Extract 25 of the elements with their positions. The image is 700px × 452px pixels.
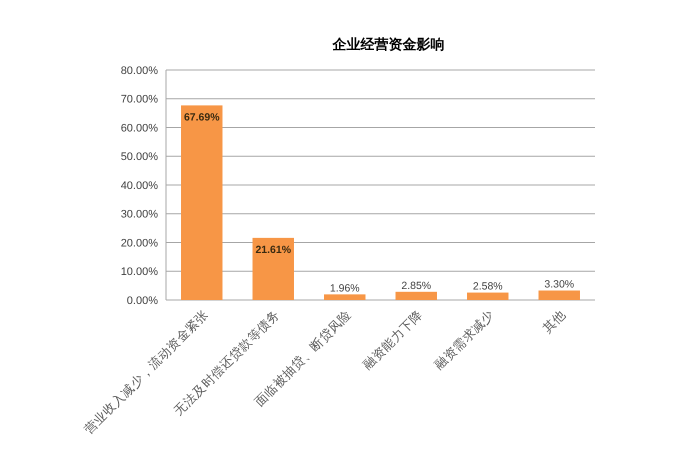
y-tick-label: 40.00%	[120, 180, 158, 192]
y-tick-label: 70.00%	[120, 94, 158, 106]
y-tick-label: 30.00%	[120, 208, 158, 221]
y-tick-label: 60.00%	[120, 122, 158, 134]
y-tick-label: 80.00%	[120, 64, 158, 77]
data-label: 2.85%	[401, 280, 432, 292]
y-tick-label: 0.00%	[126, 294, 158, 307]
bar	[181, 105, 222, 300]
x-tick-label: 融资需求减少	[431, 306, 497, 372]
bar	[324, 294, 366, 300]
data-label: 1.96%	[330, 282, 360, 294]
data-label: 3.30%	[544, 278, 574, 291]
bar	[538, 290, 580, 300]
chart-title: 企业经营资金影响	[332, 37, 444, 53]
bar	[396, 292, 437, 300]
y-tick-label: 10.00%	[120, 266, 158, 278]
y-tick-label: 20.00%	[120, 237, 158, 250]
x-tick-label: 其他	[539, 306, 568, 336]
x-tick-label: 融资能力下降	[360, 306, 426, 372]
bar	[252, 238, 294, 300]
data-label: 21.61%	[255, 244, 292, 256]
y-tick-label: 50.00%	[120, 151, 158, 164]
data-label: 67.69%	[184, 111, 220, 124]
data-label: 2.58%	[472, 280, 503, 293]
bar	[467, 292, 508, 300]
